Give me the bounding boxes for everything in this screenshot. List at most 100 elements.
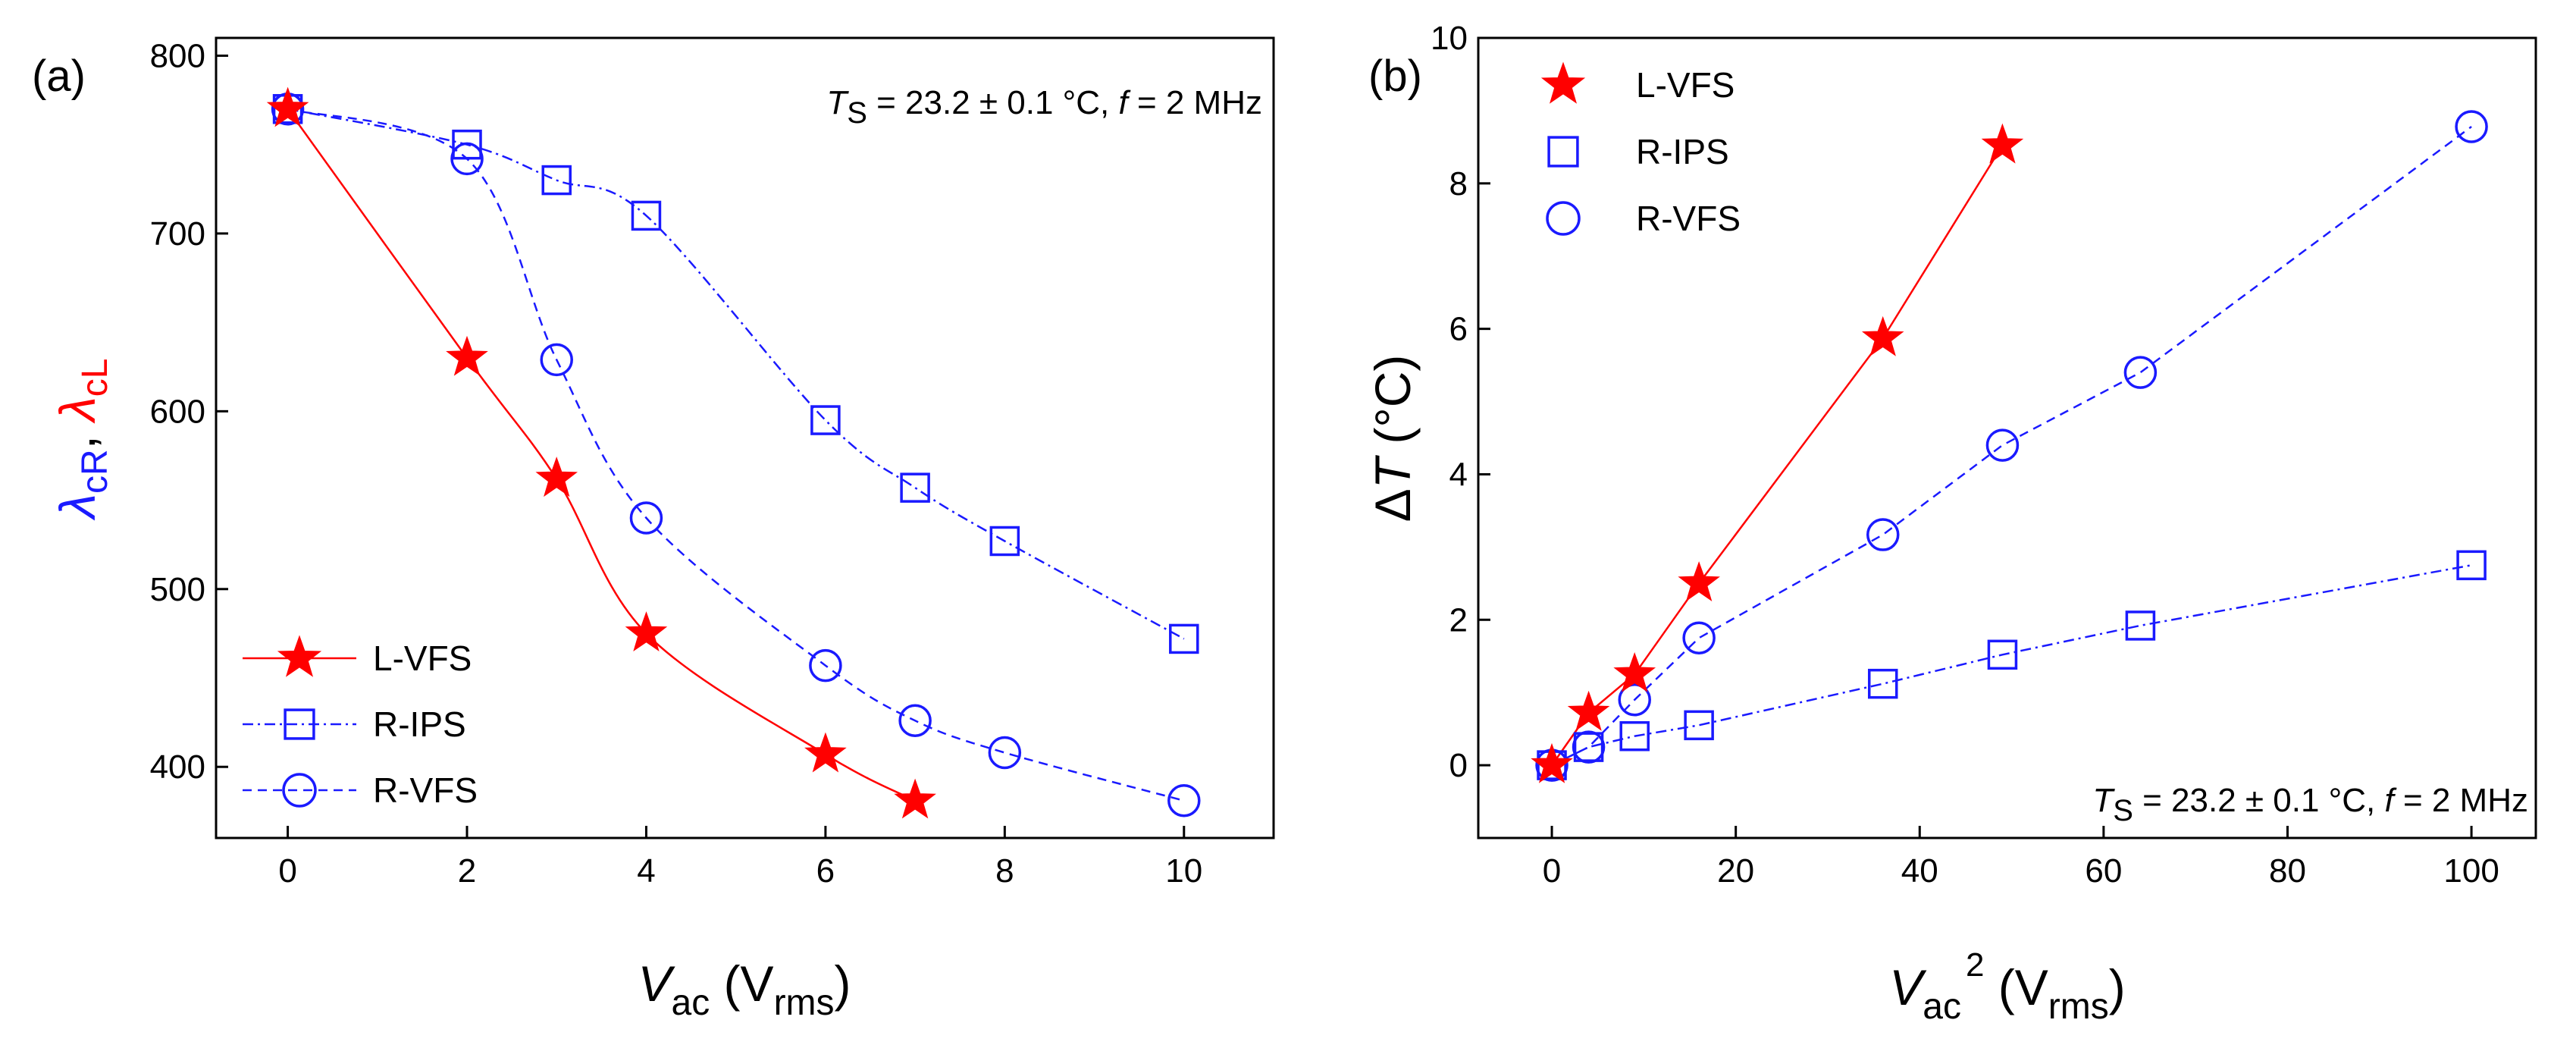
- legend-marker-circle: [1546, 201, 1581, 236]
- y-tick-label: 600: [150, 393, 205, 430]
- data-point-l-vfs: [535, 457, 578, 497]
- series-line-r-vfs: [1551, 125, 2472, 767]
- y-axis-label-a: λcR, λcL: [49, 358, 115, 520]
- data-point-r-ips: [2125, 610, 2156, 641]
- x-tick-label: 2: [458, 852, 476, 890]
- legend-marker-star: [1540, 61, 1586, 104]
- legend-label-l-vfs: L-VFS: [1636, 65, 1735, 105]
- data-point-r-vfs: [629, 501, 663, 535]
- x-tick-label: 0: [278, 852, 296, 890]
- data-point-r-vfs: [1985, 428, 2020, 462]
- y-tick-label: 400: [150, 748, 205, 786]
- data-point-r-vfs: [809, 648, 842, 683]
- series-line-l-vfs: [287, 108, 916, 802]
- y-tick-label: 4: [1449, 456, 1468, 493]
- data-point-r-ips: [1684, 710, 1714, 741]
- data-point-r-vfs: [1618, 683, 1651, 717]
- legend-label-r-ips: R-IPS: [373, 705, 466, 744]
- data-point-l-vfs: [1613, 651, 1656, 692]
- data-point-r-ips: [541, 165, 572, 196]
- legend-label-r-vfs: R-VFS: [1636, 199, 1741, 238]
- y-tick-label: 10: [1431, 20, 1468, 57]
- data-point-r-ips: [1987, 639, 2018, 670]
- data-point-r-vfs: [450, 142, 484, 176]
- data-point-r-vfs: [1682, 621, 1716, 654]
- x-tick-label: 40: [1901, 852, 1938, 890]
- x-tick-label: 6: [816, 852, 835, 890]
- y-tick-label: 0: [1449, 747, 1468, 784]
- legend-marker-square: [1547, 136, 1579, 168]
- axis-ticks-a: 0 2 4 6 8 10 400 500 600 700 800: [150, 37, 1203, 890]
- data-point-l-vfs: [1567, 690, 1610, 731]
- data-point-r-vfs: [898, 704, 932, 738]
- data-point-r-vfs: [988, 736, 1022, 770]
- legend-label-r-ips: R-IPS: [1636, 132, 1729, 171]
- panel-a: 0 2 4 6 8 10 400 500 600 700 800 (a) TS = 23.2 ± 0…: [32, 36, 1275, 1023]
- legend-label-r-vfs: R-VFS: [373, 770, 478, 810]
- legend-label-l-vfs: L-VFS: [373, 639, 472, 678]
- data-point-r-vfs: [2123, 356, 2158, 389]
- legend-marker-r-vfs: [282, 773, 317, 808]
- data-point-r-ips: [631, 200, 662, 231]
- data-point-l-vfs: [1531, 742, 1573, 783]
- legend-marker-r-ips: [284, 708, 315, 740]
- x-axis-label-b: Vac2 (Vrms): [1889, 946, 2126, 1027]
- x-tick-label: 60: [2085, 852, 2122, 890]
- data-point-r-ips: [1169, 623, 1199, 654]
- x-tick-label: 0: [1543, 852, 1561, 890]
- data-point-l-vfs: [1981, 123, 2024, 164]
- data-point-r-vfs: [1572, 730, 1606, 764]
- series-line-r-ips: [287, 108, 1185, 640]
- y-tick-label: 500: [150, 571, 205, 608]
- data-point-r-vfs: [1866, 518, 1900, 551]
- legend-marker-l-vfs: [277, 635, 322, 677]
- y-tick-label: 800: [150, 37, 205, 74]
- x-tick-label: 4: [637, 852, 655, 890]
- data-point-l-vfs: [804, 732, 847, 773]
- x-tick-label: 20: [1717, 852, 1754, 890]
- data-point-r-vfs: [2455, 110, 2488, 143]
- y-tick-label: 2: [1449, 601, 1468, 639]
- plot-frame-a: [215, 36, 1275, 839]
- series-markers-b: [1531, 110, 2488, 783]
- data-point-l-vfs: [894, 778, 936, 819]
- legend-marker-star: [277, 635, 322, 677]
- data-point-r-vfs: [540, 343, 573, 377]
- legend-b: L-VFS R-IPS R-VFS: [1540, 61, 1741, 238]
- data-point-r-ips: [1619, 720, 1650, 752]
- data-point-r-ips: [452, 129, 482, 160]
- data-point-r-ips: [2456, 550, 2487, 581]
- x-tick-label: 8: [995, 852, 1014, 890]
- data-point-r-ips: [900, 472, 930, 503]
- annotation-a: TS = 23.2 ± 0.1 °C, f = 2 MHz: [826, 84, 1262, 130]
- legend-marker-r-ips: [1547, 136, 1579, 168]
- data-point-l-vfs: [266, 86, 309, 127]
- x-tick-label: 100: [2443, 852, 2499, 890]
- data-point-r-ips: [1867, 668, 1898, 699]
- series-line-l-vfs: [1550, 145, 2004, 766]
- panel-b: 0 20 40 60 80 100 0 2 4 6 8 10 (b) TS = 23.2 ± 0.1 …: [1365, 20, 2537, 1027]
- y-tick-label: 8: [1449, 165, 1468, 202]
- panel-label-a: (a): [32, 52, 86, 101]
- data-point-r-ips: [810, 405, 841, 435]
- series-line-r-vfs: [287, 108, 1185, 802]
- axis-ticks-b: 0 20 40 60 80 100 0 2 4 6 8 10: [1431, 20, 2499, 890]
- legend-marker-circle: [282, 773, 317, 808]
- data-point-r-vfs: [1167, 784, 1201, 817]
- legend-marker-square: [284, 708, 315, 740]
- series-lines-a: [287, 108, 1185, 802]
- plot-frame-b: [1477, 36, 2537, 839]
- panel-label-b: (b): [1368, 52, 1422, 101]
- y-axis-label-b: ΔT (°C): [1365, 355, 1421, 522]
- data-point-l-vfs: [446, 335, 488, 376]
- data-point-l-vfs: [1678, 561, 1720, 602]
- y-tick-label: 6: [1449, 311, 1468, 348]
- series-markers-a: [266, 86, 1201, 819]
- legend-marker-l-vfs: [1540, 61, 1586, 104]
- y-tick-label: 700: [150, 215, 205, 253]
- series-line-r-ips: [1551, 564, 2472, 767]
- annotation-b: TS = 23.2 ± 0.1 °C, f = 2 MHz: [2092, 782, 2528, 827]
- data-point-l-vfs: [1861, 315, 1904, 356]
- data-point-r-ips: [989, 526, 1020, 557]
